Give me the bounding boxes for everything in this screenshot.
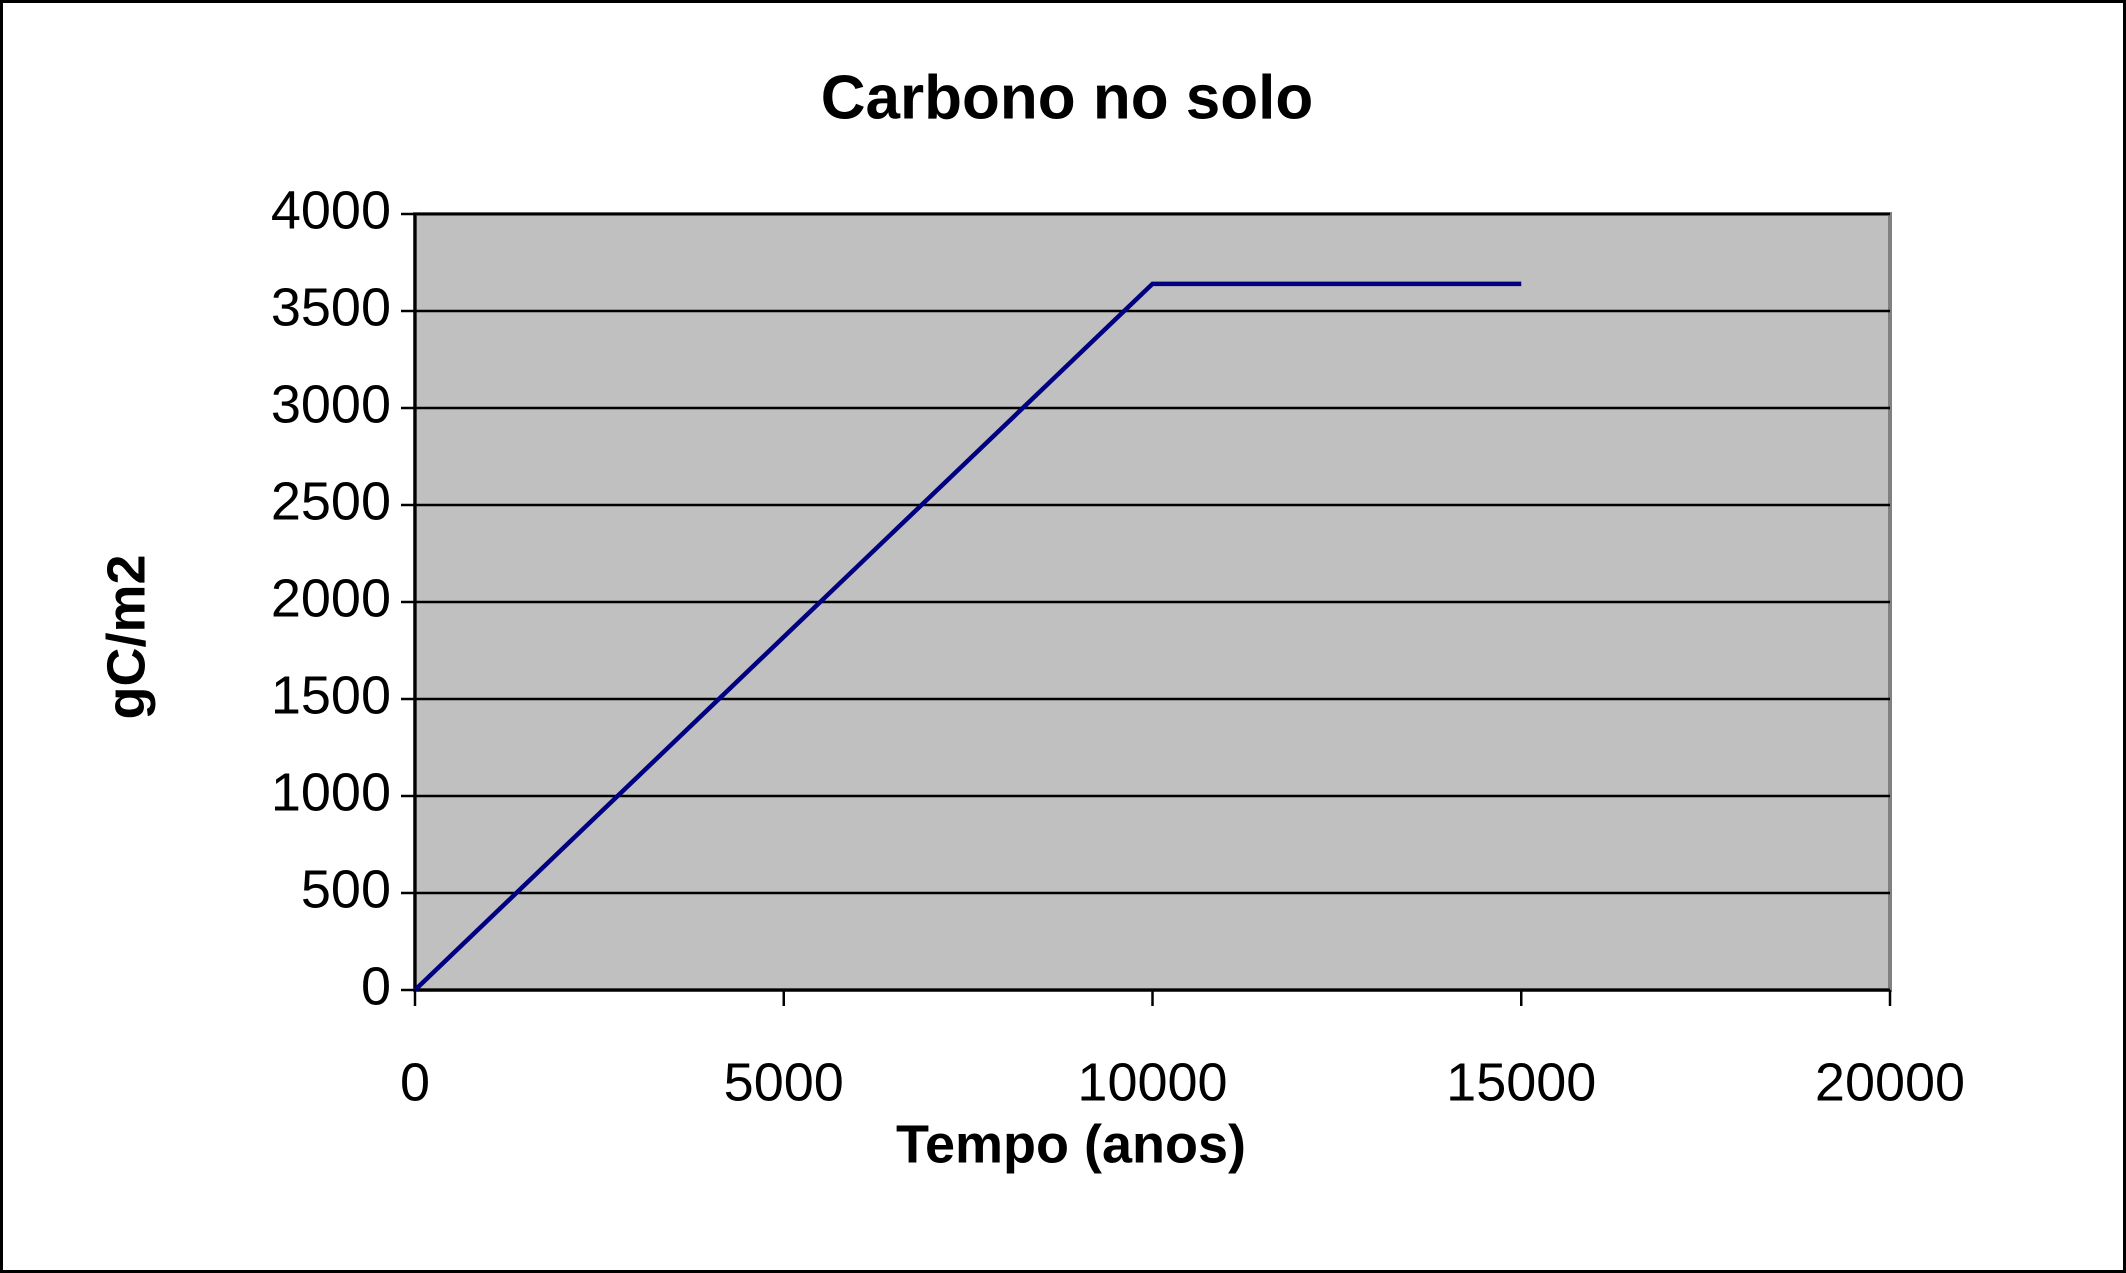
y-tick-label: 3000 — [271, 374, 391, 434]
x-tick-label: 5000 — [724, 1052, 844, 1112]
chart-title: Carbono no solo — [821, 63, 1314, 132]
y-tick-label: 500 — [301, 859, 391, 919]
x-tick-label: 0 — [400, 1052, 430, 1112]
data-line — [413, 281, 1522, 992]
x-axis-label: Tempo (anos) — [896, 1114, 1246, 1174]
y-tick-label: 2500 — [271, 471, 391, 531]
y-tick-label: 1000 — [271, 762, 391, 822]
y-tick-label: 4000 — [271, 180, 391, 240]
y-tick-label: 0 — [361, 956, 391, 1016]
y-tick-label: 3500 — [271, 277, 391, 337]
x-tick-label: 15000 — [1446, 1052, 1596, 1112]
y-tick-label: 1500 — [271, 665, 391, 725]
y-axis-label: gC/m2 — [96, 554, 156, 719]
y-tick-label: 2000 — [271, 568, 391, 628]
x-tick-label: 20000 — [1815, 1052, 1965, 1112]
x-tick-label: 10000 — [1077, 1052, 1227, 1112]
